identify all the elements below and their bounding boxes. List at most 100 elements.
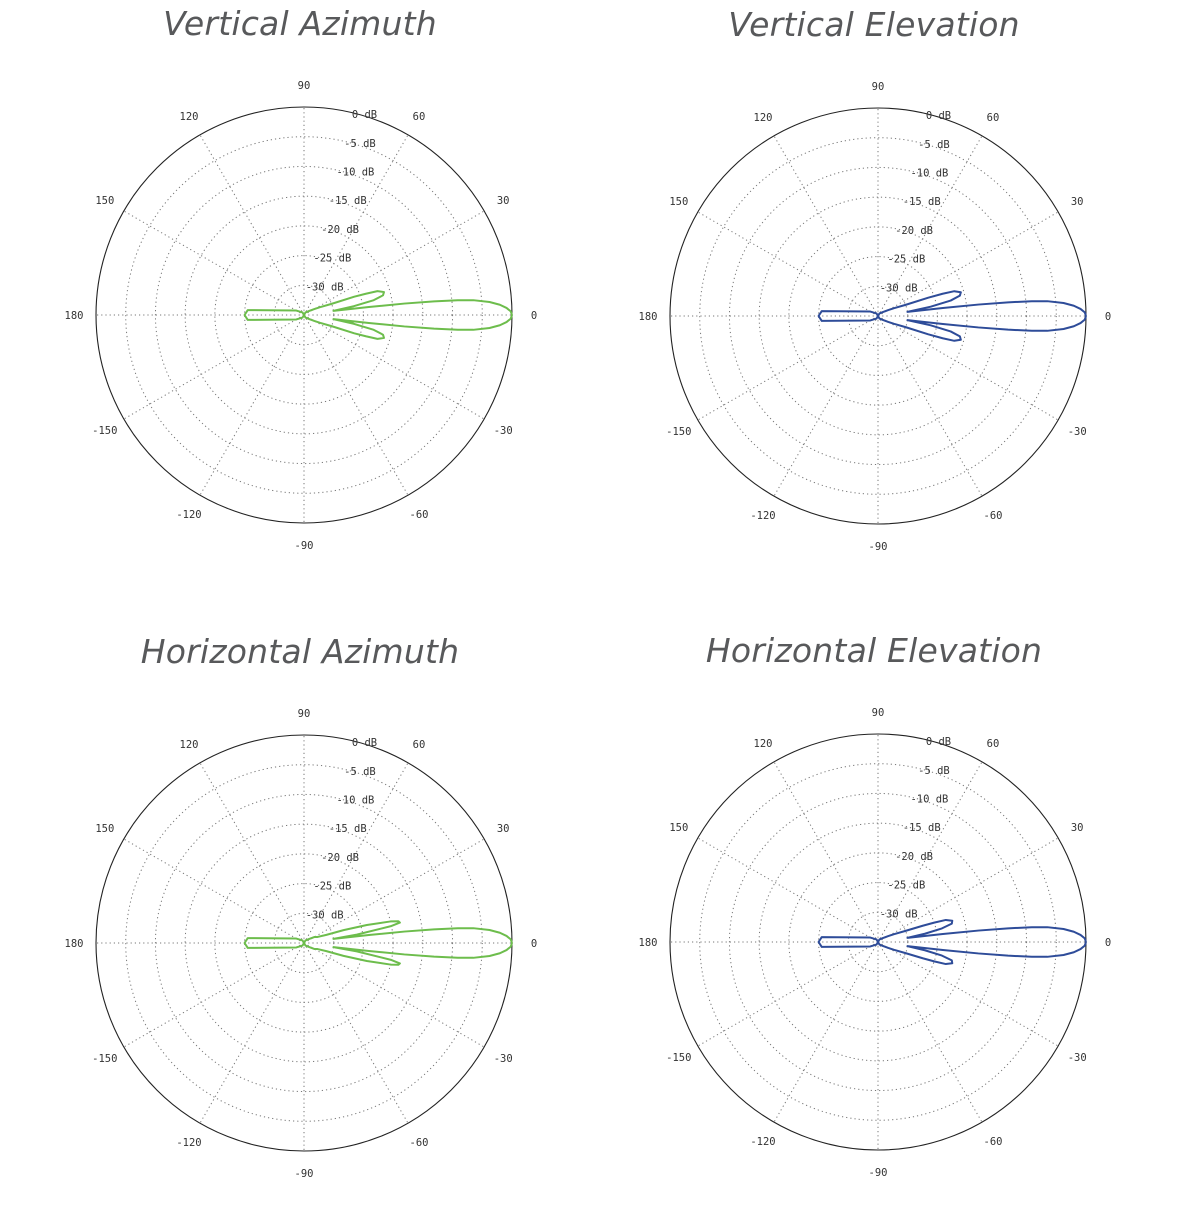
grid-spoke-11 — [199, 134, 305, 316]
grid-spoke-7 — [773, 941, 879, 1123]
angle-tick-label-8: -150 — [92, 1053, 117, 1065]
angle-tick-label-11: 120 — [754, 738, 773, 750]
r-tick-label-3: -15 dB — [903, 822, 941, 834]
chart-panel-horizontal-elevation: Horizontal Elevation 90 60 30 0 -30 -60 -90 -12… — [574, 627, 1174, 1227]
angle-tick-label-10: 150 — [669, 822, 688, 834]
grid-circle-2 — [728, 792, 1028, 1092]
angle-tick-label-5: -60 — [984, 1136, 1003, 1148]
grid-circle-2 — [154, 793, 454, 1093]
angle-tick-label-4: -30 — [494, 425, 513, 437]
angle-tick-label-1: 60 — [413, 111, 426, 123]
chart-panel-horizontal-azimuth: Horizontal Azimuth 90 60 30 0 -30 -60 -90 -120 -… — [0, 628, 600, 1228]
r-tick-label-2: -10 dB — [336, 166, 374, 178]
grid-spoke-4 — [877, 941, 1059, 1047]
r-tick-label-6: -30 dB — [306, 281, 344, 293]
grid-spoke-1 — [877, 761, 983, 943]
grid-spoke-8 — [123, 942, 305, 1048]
grid-spoke-2 — [877, 837, 1059, 943]
grid-spoke-4 — [877, 315, 1059, 421]
grid-spoke-8 — [123, 314, 305, 420]
grid-spoke-8 — [697, 315, 879, 421]
angle-tick-label-9: 180 — [639, 937, 658, 949]
angle-tick-label-11: 120 — [754, 112, 773, 124]
grid-spoke-10 — [123, 210, 305, 316]
grid-spoke-11 — [199, 762, 305, 944]
polar-chart: 90 60 30 0 -30 -60 -90 -120 -150 180 150 120 0 dB -5 … — [639, 81, 1112, 553]
grid-spoke-1 — [303, 762, 409, 944]
chart-title: Vertical Elevation — [728, 5, 1020, 44]
angle-tick-label-1: 60 — [413, 739, 426, 751]
series-line-0 — [243, 290, 513, 340]
grid-spoke-7 — [773, 315, 879, 497]
r-tick-label-4: -20 dB — [321, 224, 359, 236]
polar-chart: 90 60 30 0 -30 -60 -90 -120 -150 180 150 120 0 dB -5 … — [65, 80, 538, 552]
series-line-0 — [243, 920, 513, 966]
angle-tick-label-2: 30 — [497, 823, 510, 835]
angle-tick-label-4: -30 — [494, 1053, 513, 1065]
r-tick-label-6: -30 dB — [880, 908, 918, 920]
angle-tick-label-5: -60 — [984, 510, 1003, 522]
angle-tick-label-8: -150 — [666, 1052, 691, 1064]
grid-spoke-1 — [877, 135, 983, 317]
angle-tick-label-3: 0 — [1105, 311, 1111, 323]
grid-spoke-10 — [123, 838, 305, 944]
r-tick-label-5: -25 dB — [313, 253, 351, 265]
grid-spoke-10 — [697, 837, 879, 943]
grid-spoke-8 — [697, 941, 879, 1047]
grid-spoke-10 — [697, 211, 879, 317]
angle-tick-label-6: -90 — [869, 541, 888, 553]
series-line-0 — [817, 918, 1087, 966]
r-tick-label-5: -25 dB — [313, 881, 351, 893]
r-tick-label-0: 0 dB — [352, 737, 377, 749]
grid-circle-3 — [758, 822, 998, 1062]
angle-tick-label-10: 150 — [95, 823, 114, 835]
chart-panel-vertical-azimuth: Vertical Azimuth 90 60 30 0 -30 -60 -90 -120 -15… — [0, 0, 600, 600]
grid-spoke-2 — [303, 210, 485, 316]
r-tick-label-4: -20 dB — [895, 225, 933, 237]
grid-circle-3 — [758, 196, 998, 436]
chart-panel-vertical-elevation: Vertical Elevation 90 60 30 0 -30 -60 -90 -120 -… — [574, 1, 1174, 601]
angle-tick-label-6: -90 — [295, 1168, 314, 1180]
grid-circle-3 — [184, 195, 424, 435]
r-tick-label-1: -5 dB — [344, 766, 376, 778]
angle-tick-label-7: -120 — [750, 1136, 775, 1148]
angle-tick-label-6: -90 — [869, 1167, 888, 1179]
grid-spoke-4 — [303, 314, 485, 420]
grid-spoke-2 — [303, 838, 485, 944]
grid-spoke-11 — [773, 761, 879, 943]
r-tick-label-0: 0 dB — [926, 736, 951, 748]
polar-chart: 90 60 30 0 -30 -60 -90 -120 -150 180 150 120 0 dB -5 … — [65, 708, 538, 1180]
angle-tick-label-0: 90 — [298, 708, 311, 720]
angle-tick-label-0: 90 — [872, 81, 885, 93]
polar-chart: 90 60 30 0 -30 -60 -90 -120 -150 180 150 120 0 dB -5 … — [639, 707, 1112, 1179]
grid-circle-3 — [184, 823, 424, 1063]
angle-tick-label-2: 30 — [1071, 196, 1084, 208]
angle-tick-label-6: -90 — [295, 540, 314, 552]
grid-spoke-11 — [773, 135, 879, 317]
angle-tick-label-11: 120 — [180, 739, 199, 751]
angle-tick-label-7: -120 — [176, 509, 201, 521]
angle-tick-label-10: 150 — [95, 195, 114, 207]
r-tick-label-2: -10 dB — [910, 167, 948, 179]
angle-tick-label-4: -30 — [1068, 1052, 1087, 1064]
r-tick-label-1: -5 dB — [918, 139, 950, 151]
r-tick-label-6: -30 dB — [306, 909, 344, 921]
r-tick-label-2: -10 dB — [910, 793, 948, 805]
r-tick-label-3: -15 dB — [903, 196, 941, 208]
grid-spoke-5 — [303, 942, 409, 1124]
angle-tick-label-2: 30 — [497, 195, 510, 207]
r-tick-label-2: -10 dB — [336, 794, 374, 806]
grid-spoke-2 — [877, 211, 1059, 317]
angle-tick-label-3: 0 — [531, 938, 537, 950]
angle-tick-label-8: -150 — [666, 426, 691, 438]
grid-spoke-5 — [877, 315, 983, 497]
r-tick-label-4: -20 dB — [321, 852, 359, 864]
angle-tick-label-2: 30 — [1071, 822, 1084, 834]
chart-title: Horizontal Elevation — [705, 631, 1043, 670]
chart-title: Vertical Azimuth — [163, 4, 437, 43]
grid-spoke-5 — [303, 314, 409, 496]
angle-tick-label-4: -30 — [1068, 426, 1087, 438]
angle-tick-label-3: 0 — [1105, 937, 1111, 949]
r-tick-label-3: -15 dB — [329, 195, 367, 207]
angle-tick-label-0: 90 — [298, 80, 311, 92]
